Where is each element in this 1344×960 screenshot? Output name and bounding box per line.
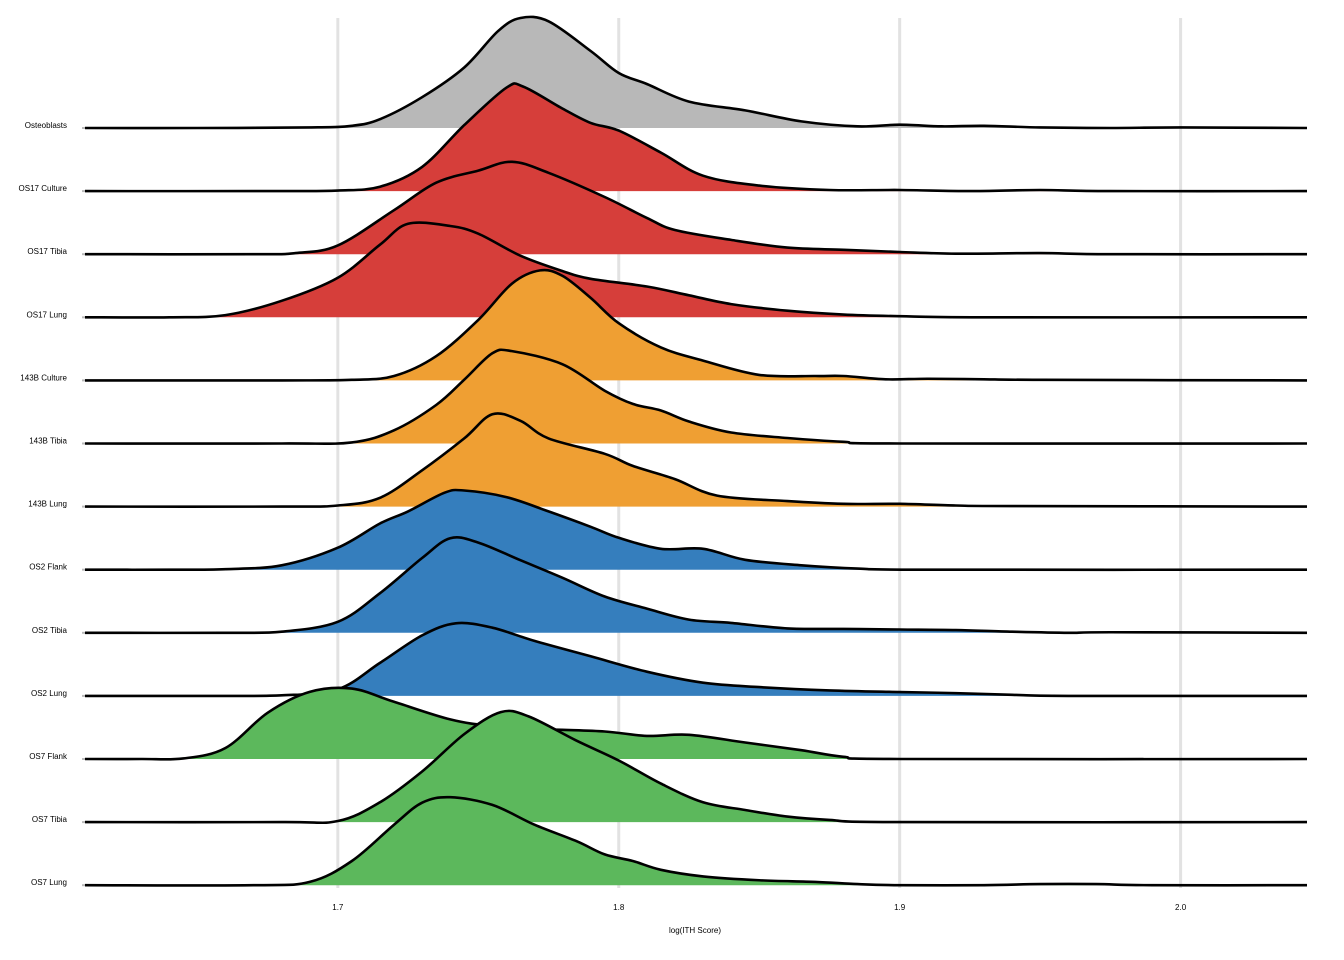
y-label: OS7 Tibia — [32, 815, 68, 824]
ridge-os2-lung — [84, 621, 1308, 698]
ridge-line — [84, 348, 1308, 446]
ridge-143b-lung — [84, 412, 1308, 508]
ridge-fill — [85, 222, 1307, 318]
ridge-fill — [85, 270, 1307, 381]
y-label: 143B Lung — [28, 500, 67, 509]
ridge-os17-culture — [84, 82, 1308, 193]
y-label: OS2 Tibia — [32, 626, 68, 635]
ridge-line — [84, 535, 1308, 635]
y-label: OS17 Culture — [19, 184, 68, 193]
y-label: OS2 Lung — [31, 689, 67, 698]
y-label: OS17 Lung — [27, 310, 67, 319]
ridge-line — [84, 82, 1308, 193]
ridge-line — [84, 160, 1308, 256]
y-label: OS7 Lung — [31, 878, 67, 887]
x-axis-ticks: 1.7 1.8 1.9 2.0 — [332, 903, 1186, 912]
ridge-os7-flank — [84, 686, 1308, 761]
ridge-fill — [85, 797, 1307, 886]
ridge-os7-lung — [84, 795, 1308, 887]
ridge-fill — [85, 83, 1307, 192]
ridge-line — [84, 268, 1308, 382]
ridge-os7-tibia — [84, 709, 1308, 825]
x-tick-label: 2.0 — [1175, 903, 1187, 912]
ridge-fill — [85, 161, 1307, 255]
ridge-os17-lung — [84, 221, 1308, 319]
ridge-line — [84, 709, 1308, 825]
ridge-143b-tibia — [84, 348, 1308, 446]
ridge-os2-tibia — [84, 535, 1308, 635]
y-label: Osteoblasts — [25, 121, 67, 130]
y-label: 143B Culture — [20, 373, 67, 382]
y-label: OS2 Flank — [29, 563, 68, 572]
ridge-fill — [85, 489, 1307, 570]
x-axis-label: log(ITH Score) — [669, 926, 721, 935]
ridge-143b-culture — [84, 268, 1308, 382]
ridge-osteoblasts — [84, 15, 1308, 130]
ridge-line — [84, 795, 1308, 887]
ridge-fill — [85, 16, 1307, 129]
ridge-line — [84, 15, 1308, 130]
density-ridges — [84, 15, 1308, 887]
y-axis-labels: Osteoblasts OS17 Culture OS17 Tibia OS17 Lu… — [19, 121, 85, 887]
x-tick-label: 1.9 — [894, 903, 906, 912]
ridge-fill — [85, 622, 1307, 697]
x-tick-label: 1.8 — [613, 903, 625, 912]
y-label: OS17 Tibia — [27, 247, 67, 256]
ridge-line — [84, 488, 1308, 572]
ridge-fill — [85, 537, 1307, 633]
ridge-os2-flank — [84, 488, 1308, 572]
x-tick-label: 1.7 — [332, 903, 344, 912]
ridge-line — [84, 221, 1308, 319]
ridge-os17-tibia — [84, 160, 1308, 256]
ridge-fill — [85, 687, 1307, 760]
y-label: 143B Tibia — [29, 437, 67, 446]
y-label: OS7 Flank — [29, 752, 68, 761]
ridge-line — [84, 412, 1308, 508]
